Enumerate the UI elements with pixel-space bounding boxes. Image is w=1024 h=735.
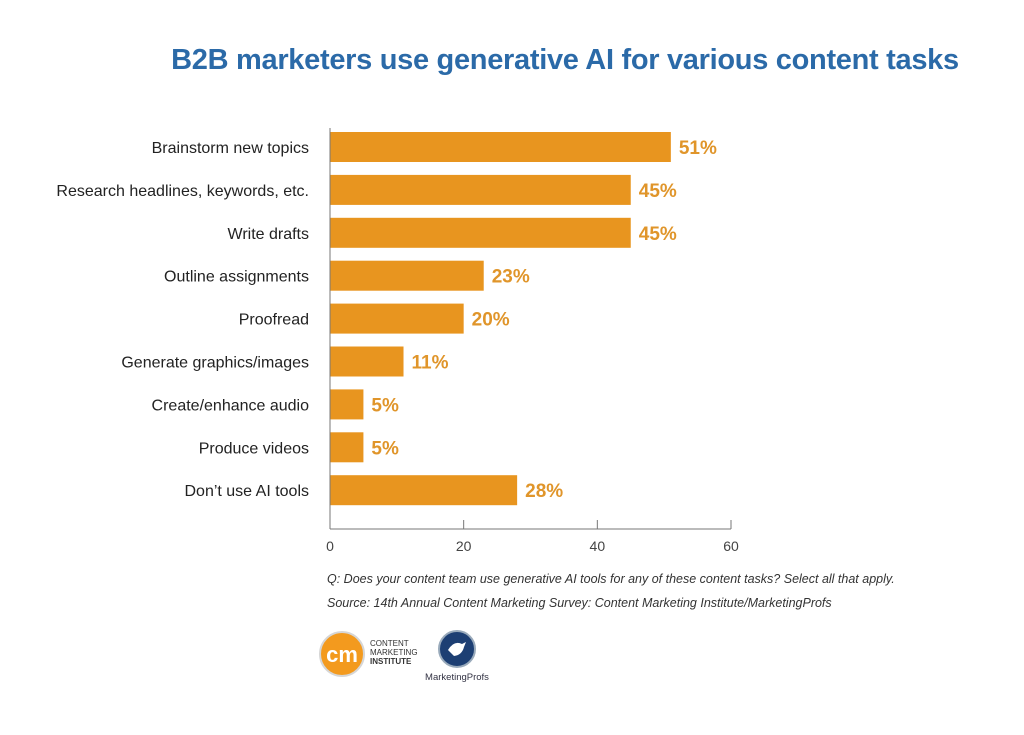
category-label: Produce videos — [199, 440, 309, 457]
bar — [330, 260, 484, 291]
category-label: Research headlines, keywords, etc. — [56, 183, 309, 200]
data-label: 5% — [371, 395, 399, 416]
bar — [330, 303, 464, 334]
cmi-text-3: INSTITUTE — [370, 657, 412, 666]
data-label: 28% — [525, 481, 563, 502]
category-label: Write drafts — [228, 226, 310, 243]
logos: cm CONTENT MARKETING INSTITUTE Marketing… — [319, 630, 489, 683]
bar — [330, 475, 518, 506]
x-tick-label: 60 — [723, 538, 739, 554]
category-label: Don’t use AI tools — [184, 483, 309, 500]
bar — [330, 432, 364, 463]
bar — [330, 174, 631, 205]
source-note: Source: 14th Annual Content Marketing Su… — [327, 596, 832, 610]
mp-text: MarketingProfs — [425, 672, 489, 683]
x-tick-label: 40 — [590, 538, 606, 554]
bar — [330, 389, 364, 420]
data-label: 5% — [371, 438, 399, 459]
question-note: Q: Does your content team use generative… — [327, 572, 895, 586]
cmi-mark: cm — [326, 642, 358, 667]
category-label: Outline assignments — [164, 269, 309, 286]
bar — [330, 217, 631, 248]
cmi-logo: cm CONTENT MARKETING INSTITUTE — [319, 631, 418, 677]
category-label: Create/enhance audio — [152, 397, 310, 414]
data-label: 11% — [412, 353, 449, 374]
bar — [330, 346, 404, 377]
data-label: 51% — [679, 138, 717, 159]
data-label: 45% — [639, 224, 677, 245]
chart-title: B2B marketers use generative AI for vari… — [171, 44, 959, 76]
data-label: 23% — [492, 267, 530, 288]
category-label: Generate graphics/images — [121, 355, 309, 372]
cmi-text-1: CONTENT — [370, 639, 409, 648]
marketingprofs-logo: MarketingProfs — [425, 630, 489, 683]
category-label: Proofread — [239, 312, 309, 329]
data-label: 20% — [472, 310, 510, 331]
bird-icon — [448, 642, 466, 656]
category-label: Brainstorm new topics — [152, 140, 309, 157]
x-tick-label: 0 — [326, 538, 334, 554]
data-label: 45% — [639, 181, 677, 202]
x-tick-label: 20 — [456, 538, 472, 554]
bar — [330, 132, 671, 162]
cmi-text-2: MARKETING — [370, 648, 418, 657]
